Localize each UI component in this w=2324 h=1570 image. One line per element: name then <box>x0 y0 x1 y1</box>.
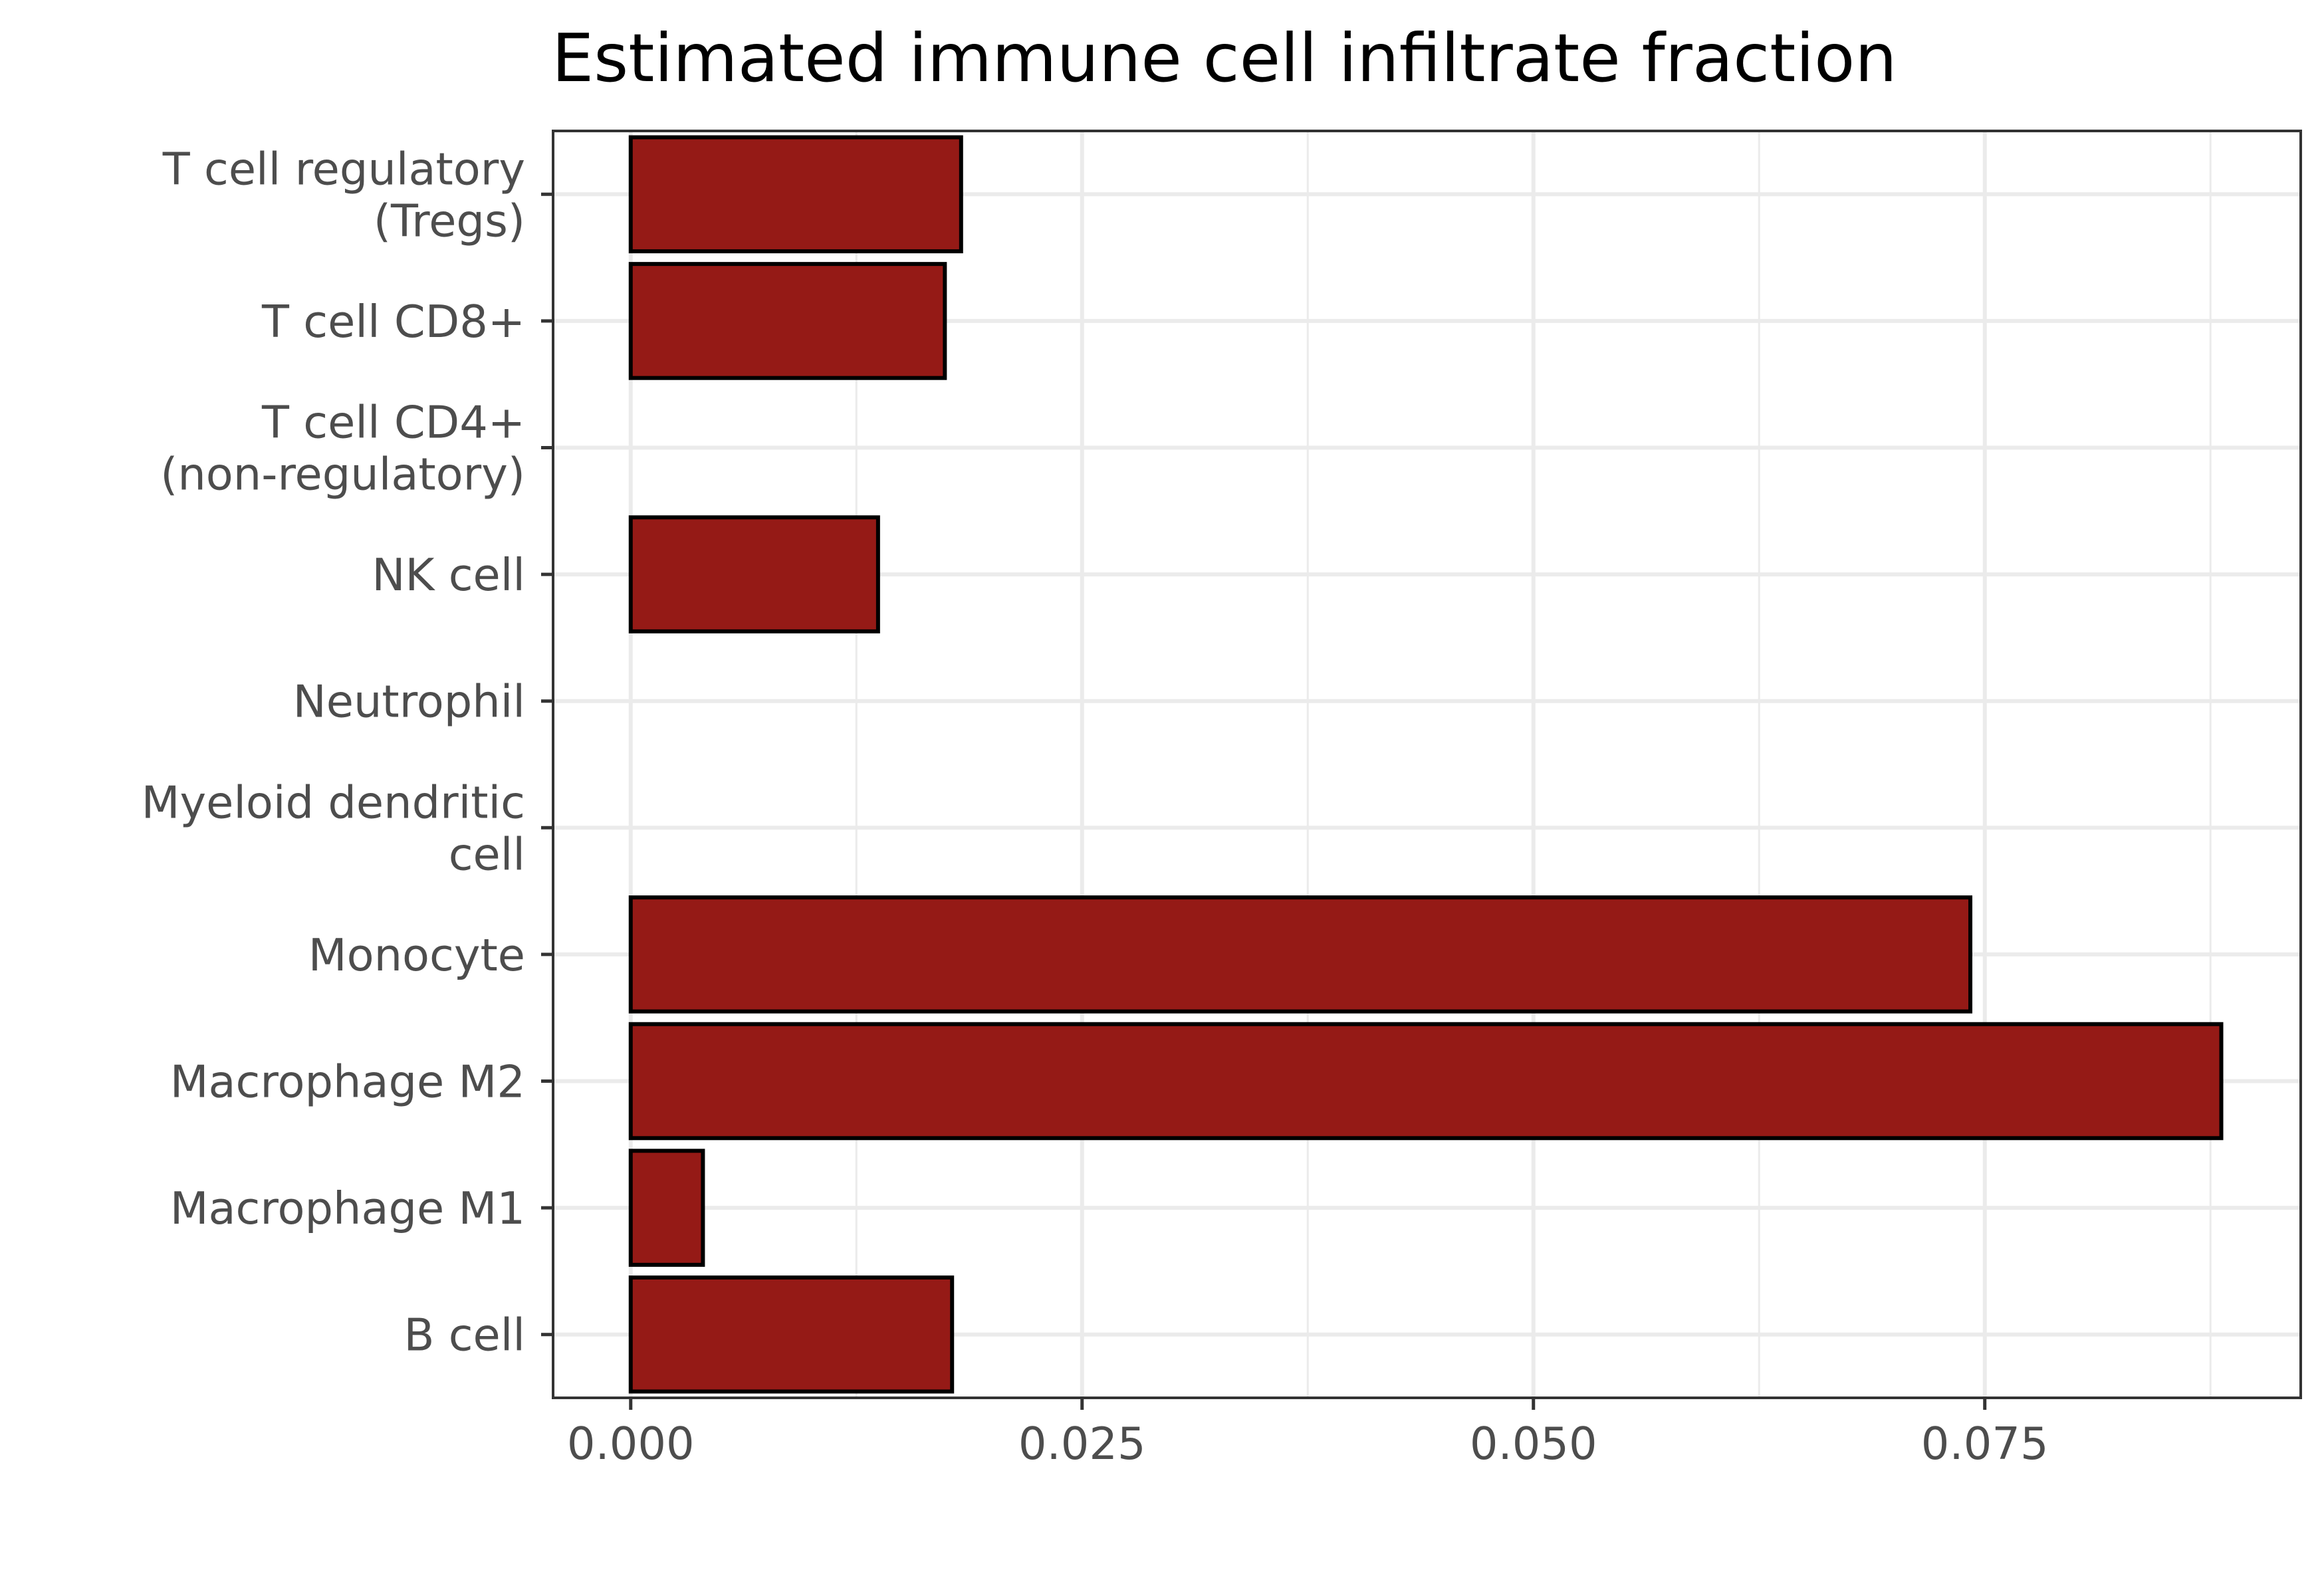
y-tick-label-line: Monocyte <box>308 929 525 981</box>
y-tick-label-line: B cell <box>404 1309 525 1361</box>
y-tick-label-line: T cell CD4+ <box>261 397 525 449</box>
y-tick-label: T cell CD8+ <box>261 296 525 348</box>
y-tick-label-line: (Tregs) <box>374 195 525 247</box>
chart-title: Estimated immune cell infiltrate fractio… <box>552 19 1897 97</box>
y-tick-label: Monocyte <box>308 929 525 981</box>
y-tick-label-line: Macrophage M1 <box>170 1182 525 1234</box>
bar-b-cell <box>628 1275 955 1394</box>
y-tick-label: Myeloid dendritic cell <box>142 776 525 880</box>
y-tick-label: T cell CD4+ (non-regulatory) <box>160 397 525 501</box>
y-tick-label: B cell <box>404 1309 525 1361</box>
bar-monocyte <box>628 895 1972 1014</box>
y-tick-label-line: (non-regulatory) <box>160 449 525 501</box>
x-tick-label: 0.000 <box>567 1418 695 1470</box>
y-tick-label: NK cell <box>372 549 525 601</box>
y-tick-label-line: Myeloid dendritic <box>142 776 525 828</box>
y-tick-label: Neutrophil <box>293 676 525 728</box>
y-tick-label-line: Macrophage M2 <box>170 1056 525 1108</box>
x-axis: 0.000 0.025 0.050 0.075 <box>567 1398 2049 1470</box>
bar-t-cell-cd8 <box>628 262 947 380</box>
y-axis: T cell regulatory (Tregs) T cell CD8+ T cel… <box>142 143 553 1361</box>
bar-nk-cell <box>628 515 880 633</box>
bar-t-cell-regulatory-tregs <box>628 135 963 254</box>
x-tick-label: 0.050 <box>1470 1418 1597 1470</box>
x-tick-label: 0.025 <box>1018 1418 1146 1470</box>
y-tick-label-line: T cell regulatory <box>162 143 525 195</box>
x-tick-label: 0.075 <box>1921 1418 2049 1470</box>
y-tick-label: Macrophage M1 <box>170 1182 525 1234</box>
y-tick-label-line: T cell CD8+ <box>261 296 525 348</box>
y-tick-label-line: NK cell <box>372 549 525 601</box>
bars <box>628 135 2224 1394</box>
y-tick-label-line: Neutrophil <box>293 676 525 728</box>
panel-border <box>552 130 2302 1399</box>
y-tick-label-line: cell <box>449 828 525 880</box>
y-tick-label: T cell regulatory (Tregs) <box>162 143 525 247</box>
bar-macrophage-m2 <box>628 1022 2224 1141</box>
bar-macrophage-m1 <box>628 1149 705 1267</box>
y-tick-label: Macrophage M2 <box>170 1056 525 1108</box>
